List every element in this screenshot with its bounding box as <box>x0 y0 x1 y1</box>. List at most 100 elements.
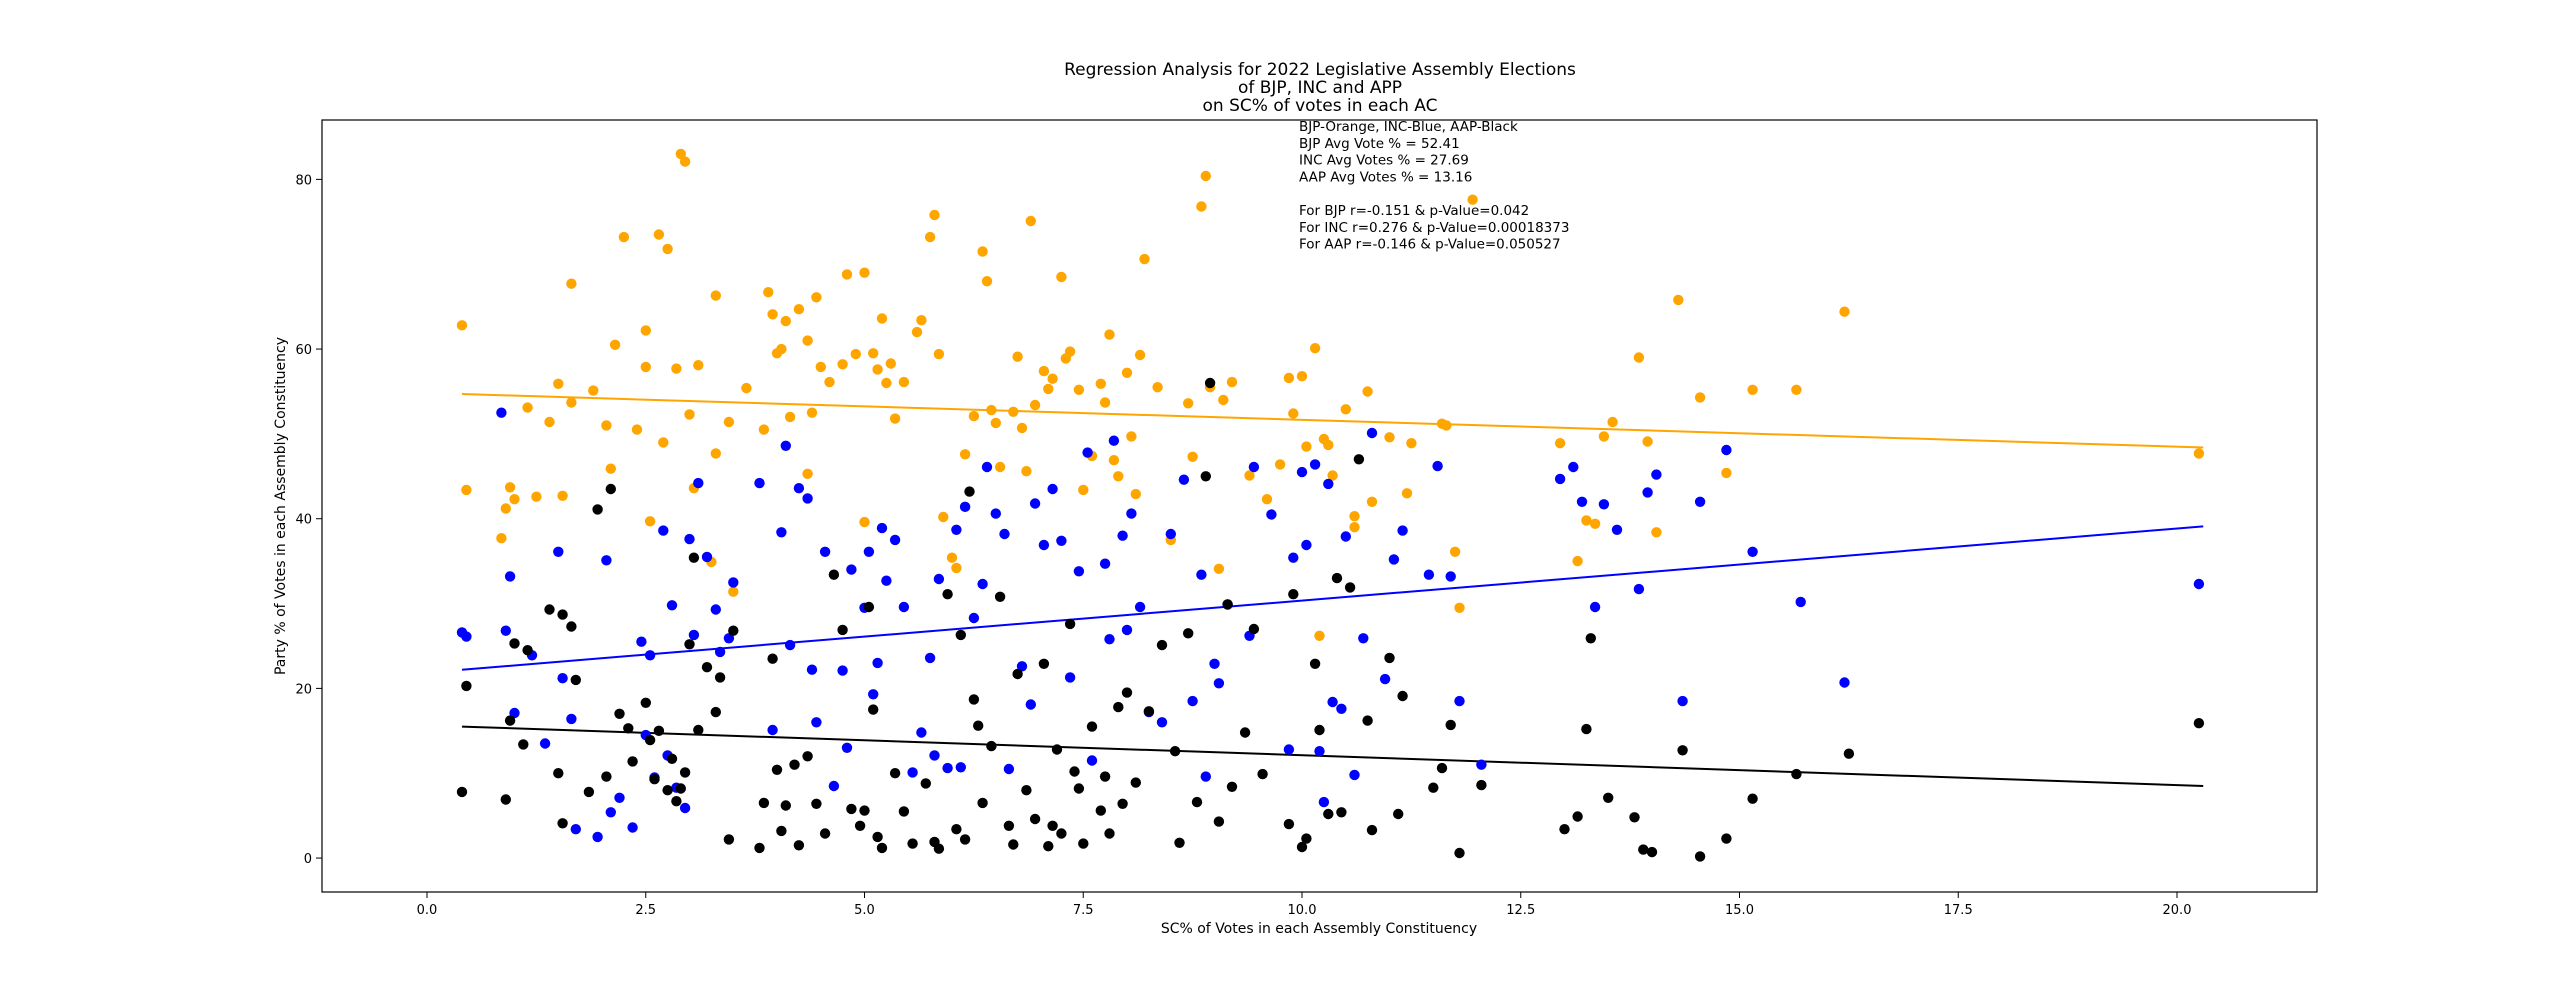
point-bjp <box>916 315 927 326</box>
x-tick-label: 0.0 <box>417 903 438 918</box>
point-bjp <box>640 361 651 373</box>
point-bjp <box>1187 451 1198 462</box>
point-bjp <box>684 409 695 420</box>
point-aap <box>623 723 634 734</box>
point-inc <box>1200 771 1212 782</box>
point-inc <box>1108 435 1120 446</box>
point-bjp <box>1008 406 1019 417</box>
point-inc <box>461 631 472 642</box>
point-aap <box>1384 652 1395 664</box>
annotation-line: INC Avg Votes % = 27.69 <box>1299 153 1469 169</box>
point-aap <box>920 778 931 789</box>
point-bjp <box>946 552 958 563</box>
point-bjp <box>1791 384 1802 395</box>
point-inc <box>806 664 818 675</box>
point-aap <box>776 825 787 837</box>
point-inc <box>592 831 603 843</box>
point-bjp <box>1099 397 1111 408</box>
point-aap <box>854 820 866 831</box>
point-bjp <box>557 490 568 501</box>
point-aap <box>802 751 813 762</box>
point-bjp <box>994 461 1006 473</box>
scatter-points <box>456 148 2205 862</box>
x-tick-label: 20.0 <box>2163 903 2192 918</box>
point-inc <box>1445 571 1456 582</box>
point-inc <box>929 750 940 761</box>
point-aap <box>1239 727 1251 738</box>
point-inc <box>1134 601 1146 613</box>
point-inc <box>509 707 520 719</box>
point-aap <box>1476 779 1487 791</box>
point-aap <box>1191 796 1203 808</box>
point-bjp <box>1839 306 1850 317</box>
point-inc <box>872 657 883 669</box>
point-aap <box>662 785 673 796</box>
point-inc <box>1025 699 1037 710</box>
point-aap <box>1747 793 1758 804</box>
point-aap <box>1051 744 1063 755</box>
point-inc <box>1554 473 1566 485</box>
point-bjp <box>776 343 787 355</box>
x-tick-label: 17.5 <box>1944 903 1973 918</box>
point-bjp <box>653 229 665 240</box>
point-aap <box>653 725 665 736</box>
point-aap <box>942 589 953 600</box>
point-aap <box>1078 838 1089 849</box>
point-inc <box>776 527 787 538</box>
point-inc <box>955 762 966 773</box>
annotation-line: BJP-Orange, INC-Blue, AAP-Black <box>1299 119 1518 135</box>
point-inc <box>1747 546 1758 557</box>
point-inc <box>876 522 888 534</box>
point-inc <box>1721 444 1732 456</box>
point-aap <box>1572 811 1583 822</box>
point-aap <box>1336 807 1347 818</box>
point-bjp <box>806 407 818 418</box>
point-bjp <box>644 516 656 527</box>
point-aap <box>898 806 910 817</box>
point-bjp <box>1441 420 1452 431</box>
point-bjp <box>780 315 791 327</box>
point-aap <box>1113 701 1124 713</box>
point-inc <box>846 564 857 575</box>
point-inc <box>1196 569 1207 580</box>
point-inc <box>1358 633 1369 644</box>
point-aap <box>1638 844 1649 855</box>
point-bjp <box>824 376 835 388</box>
point-aap <box>859 805 870 816</box>
point-inc <box>924 652 936 664</box>
point-inc <box>539 738 551 749</box>
point-inc <box>688 629 700 641</box>
point-aap <box>1362 715 1373 726</box>
y-tick-label: 80 <box>295 173 312 188</box>
point-inc <box>951 524 962 535</box>
point-bjp <box>1366 496 1378 507</box>
point-aap <box>1073 783 1085 794</box>
point-bjp <box>1196 201 1207 212</box>
point-aap <box>780 800 791 811</box>
point-bjp <box>929 209 940 221</box>
point-bjp <box>859 516 870 528</box>
point-aap <box>828 569 840 580</box>
point-bjp <box>2193 448 2205 459</box>
point-bjp <box>1029 399 1041 411</box>
point-inc <box>889 534 901 546</box>
y-tick-label: 20 <box>295 682 312 697</box>
point-bjp <box>1261 494 1273 505</box>
point-aap <box>872 831 883 843</box>
point-bjp <box>933 348 945 360</box>
point-bjp <box>693 360 704 371</box>
x-tick-label: 15.0 <box>1725 903 1754 918</box>
point-bjp <box>1607 416 1618 428</box>
point-aap <box>1694 851 1706 862</box>
point-bjp <box>981 276 993 287</box>
point-bjp <box>1340 404 1352 415</box>
point-inc <box>898 601 910 613</box>
point-bjp <box>1694 392 1706 403</box>
point-inc <box>933 573 945 585</box>
point-aap <box>500 794 511 805</box>
point-aap <box>2193 718 2205 729</box>
point-aap <box>1629 812 1640 823</box>
point-aap <box>518 739 529 750</box>
point-aap <box>1099 771 1111 782</box>
point-bjp <box>679 156 691 167</box>
